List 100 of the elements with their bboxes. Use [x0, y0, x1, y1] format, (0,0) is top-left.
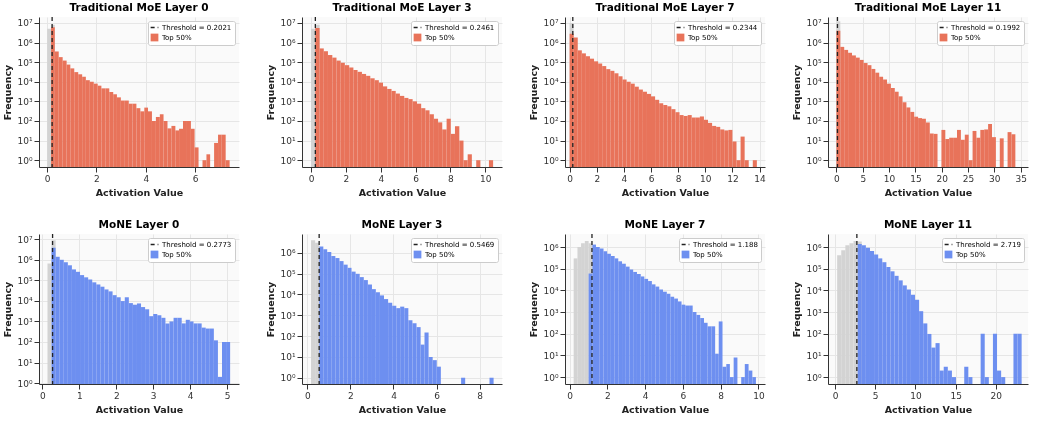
- x-tick-label: 8: [718, 390, 725, 401]
- y-tick-label: 10³: [806, 307, 822, 318]
- x-tick-label: 0: [308, 173, 315, 184]
- x-tick-label: 2: [604, 390, 611, 401]
- y-tick-label: 10⁶: [543, 242, 559, 253]
- x-tick-label: 2: [594, 173, 601, 184]
- x-tick-label: 0: [44, 173, 51, 184]
- x-axis-title: Activation Value: [95, 403, 184, 415]
- x-tick-label: 4: [187, 390, 194, 401]
- y-tick-label: 10¹: [17, 358, 33, 369]
- x-tick-label: 8: [448, 173, 455, 184]
- x-tick-label: 10: [883, 173, 896, 184]
- x-tick-label: 4: [378, 173, 385, 184]
- y-tick-label: 10⁴: [17, 77, 33, 88]
- y-tick-label: 10⁶: [17, 38, 33, 49]
- y-tick-label: 10³: [280, 96, 296, 107]
- chart-title: MoNE Layer 11: [883, 217, 973, 230]
- x-tick-label: 0: [39, 390, 46, 401]
- y-tick-label: 10⁶: [17, 255, 33, 266]
- x-tick-label: 10: [480, 173, 492, 184]
- chart-title: MoNE Layer 7: [624, 217, 706, 230]
- x-tick-label: 6: [648, 173, 655, 184]
- y-tick-label: 10⁰: [280, 373, 296, 384]
- y-tick-label: 10¹: [806, 350, 822, 361]
- y-tick-label: 10⁵: [543, 264, 559, 275]
- x-tick-label: 12: [727, 173, 739, 184]
- chart-title: MoNE Layer 3: [361, 217, 443, 230]
- chart-title: Traditional MoE Layer 3: [332, 0, 472, 13]
- x-tick-label: 14: [754, 173, 767, 184]
- x-tick-label: 0: [305, 390, 312, 401]
- y-tick-label: 10²: [806, 116, 822, 127]
- y-axis-title: Frequency: [528, 63, 540, 121]
- y-tick-label: 10¹: [280, 136, 296, 147]
- x-axis-title: Activation Value: [621, 186, 710, 198]
- x-tick-label: 4: [642, 390, 649, 401]
- y-axis-title: Frequency: [2, 280, 14, 338]
- x-tick-label: 35: [1015, 173, 1027, 184]
- y-axis-title: Frequency: [528, 280, 540, 338]
- chart-title: Traditional MoE Layer 11: [854, 0, 1002, 13]
- y-tick-label: 10⁴: [806, 285, 822, 296]
- y-tick-label: 10⁴: [280, 289, 296, 300]
- x-tick-label: 10: [753, 390, 765, 401]
- x-tick-label: 25: [962, 173, 975, 184]
- x-tick-label: 20: [936, 173, 949, 184]
- y-tick-label: 10⁴: [17, 296, 33, 307]
- y-tick-label: 10³: [543, 307, 559, 318]
- x-axis-title: Activation Value: [358, 186, 447, 198]
- y-tick-label: 10⁰: [543, 372, 559, 383]
- x-tick-label: 2: [113, 390, 120, 401]
- y-tick-label: 10⁰: [543, 155, 559, 166]
- y-tick-label: 10¹: [543, 350, 559, 361]
- y-tick-label: 10⁵: [17, 275, 33, 286]
- y-tick-label: 10¹: [17, 136, 33, 147]
- x-axis-title: Activation Value: [95, 186, 184, 198]
- y-tick-label: 10³: [17, 96, 33, 107]
- x-tick-label: 30: [989, 173, 1001, 184]
- y-tick-label: 10⁵: [806, 264, 822, 275]
- y-tick-label: 10²: [17, 116, 33, 127]
- x-tick-label: 0: [834, 173, 841, 184]
- y-tick-label: 10²: [543, 116, 559, 127]
- x-axis-title: Activation Value: [621, 403, 710, 415]
- x-tick-label: 4: [621, 173, 628, 184]
- y-tick-label: 10⁶: [806, 38, 822, 49]
- x-tick-label: 15: [910, 173, 922, 184]
- y-tick-label: 10⁴: [543, 285, 559, 296]
- x-tick-label: 2: [94, 173, 100, 184]
- x-tick-label: 6: [413, 173, 420, 184]
- x-axis-title: Activation Value: [358, 403, 447, 415]
- x-tick-label: 5: [872, 390, 879, 401]
- x-tick-label: 3: [150, 390, 157, 401]
- y-tick-label: 10⁵: [280, 57, 296, 68]
- y-tick-label: 10⁵: [17, 57, 33, 68]
- y-tick-label: 10⁷: [543, 18, 559, 29]
- x-tick-label: 15: [950, 390, 962, 401]
- y-tick-label: 10²: [280, 116, 296, 127]
- y-tick-label: 10⁰: [280, 155, 296, 166]
- x-tick-label: 5: [860, 173, 867, 184]
- x-tick-label: 6: [192, 173, 199, 184]
- y-tick-label: 10⁰: [17, 155, 33, 166]
- y-tick-label: 10⁷: [806, 18, 822, 29]
- y-tick-label: 10³: [543, 96, 559, 107]
- y-tick-label: 10¹: [280, 352, 296, 363]
- x-tick-label: 10: [700, 173, 712, 184]
- x-tick-label: 5: [224, 390, 231, 401]
- y-tick-label: 10²: [543, 329, 559, 340]
- y-axis-title: Frequency: [2, 63, 14, 121]
- y-tick-label: 10¹: [806, 136, 822, 147]
- y-axis-title: Frequency: [265, 280, 277, 338]
- y-tick-label: 10⁷: [17, 234, 33, 245]
- x-tick-label: 1: [76, 390, 83, 401]
- x-tick-label: 0: [567, 173, 574, 184]
- chart-title: Traditional MoE Layer 7: [595, 0, 735, 13]
- y-tick-label: 10⁰: [806, 372, 822, 383]
- y-axis-title: Frequency: [265, 63, 277, 121]
- x-tick-label: 4: [143, 173, 150, 184]
- y-tick-label: 10⁶: [806, 242, 822, 253]
- x-tick-label: 0: [832, 390, 839, 401]
- y-tick-label: 10³: [280, 310, 296, 321]
- chart-title: Traditional MoE Layer 0: [69, 0, 209, 13]
- y-axis-title: Frequency: [791, 63, 803, 121]
